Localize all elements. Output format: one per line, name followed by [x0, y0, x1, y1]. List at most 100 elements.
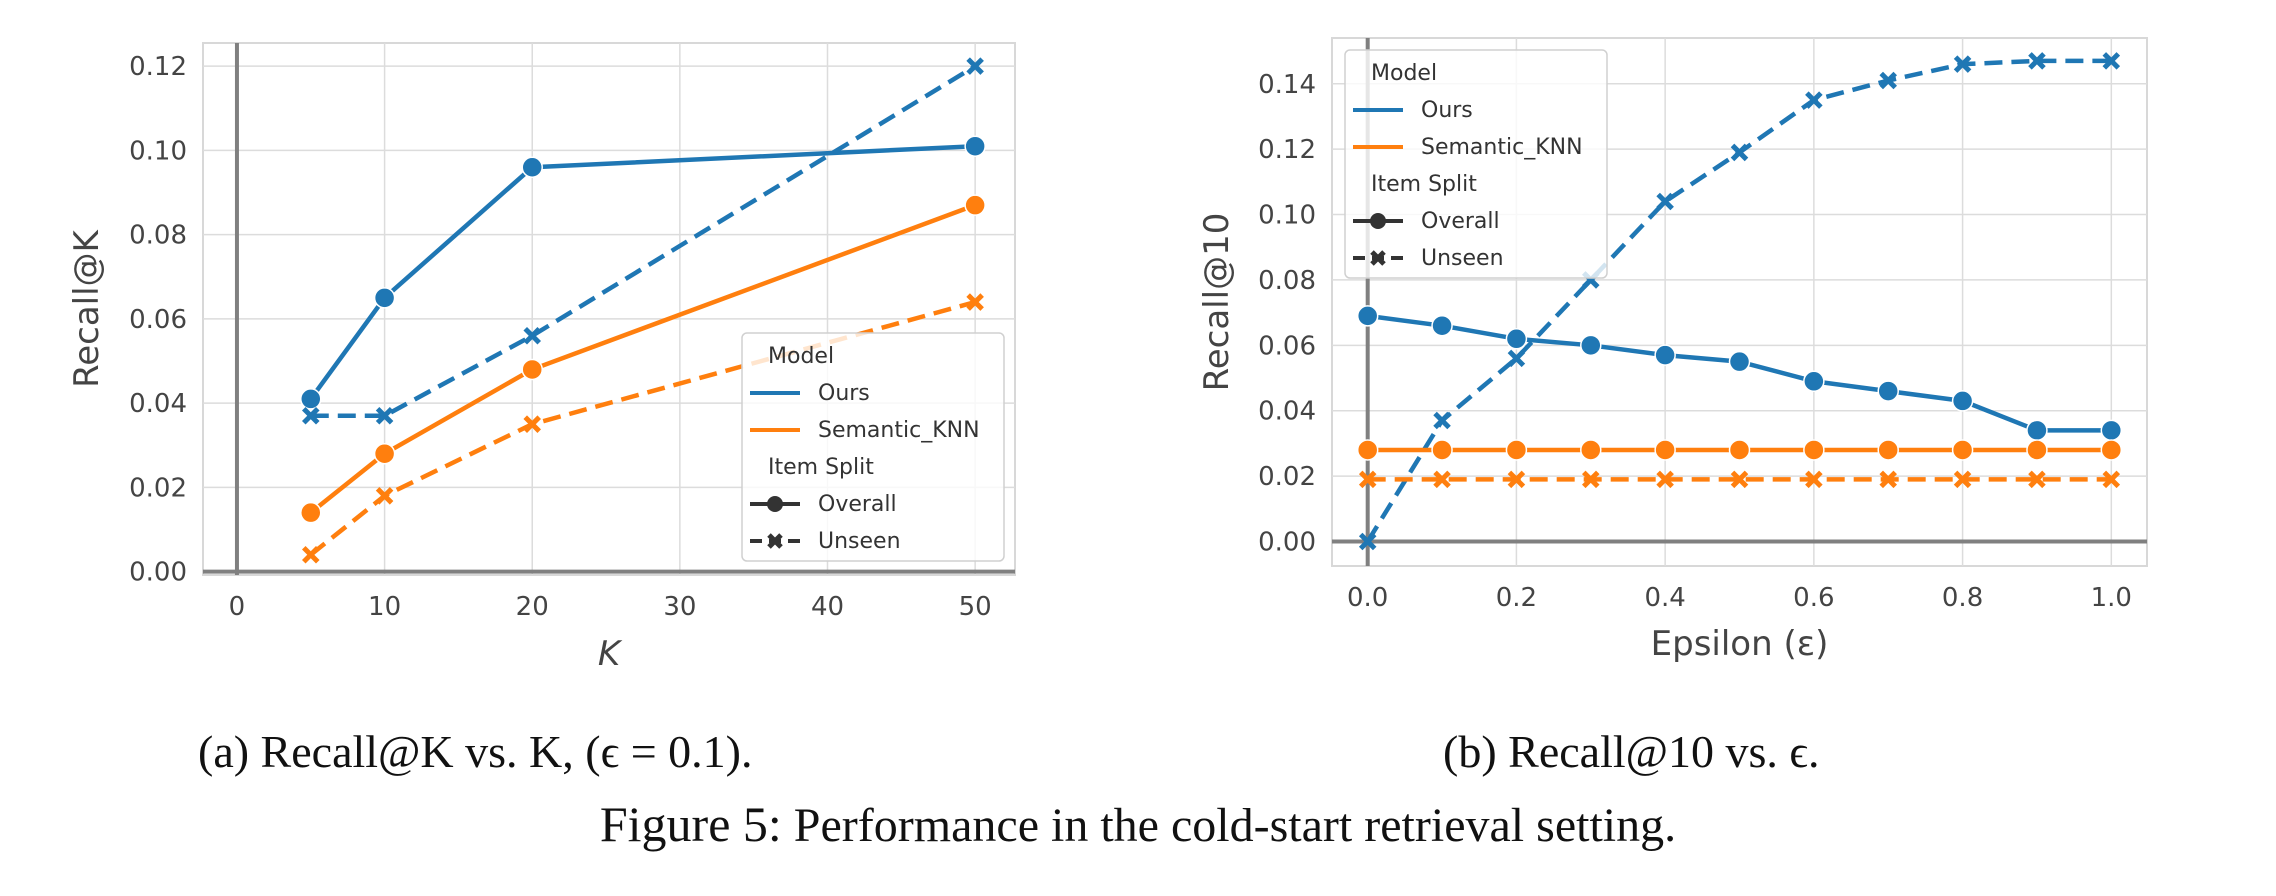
series-ours-unseen: [302, 57, 984, 425]
figure-caption-text: Performance in the cold-start retrieval …: [781, 799, 1677, 852]
data-point-x: [966, 57, 984, 75]
x-marker-stroke: [375, 487, 394, 505]
x-marker-stroke: [1953, 55, 1972, 73]
series-ours-overall: [300, 135, 986, 410]
x-axis-label: K: [598, 634, 623, 674]
plot-a: 0 10 20 30 40 50 0.00 0.02 0.04 0.06 0.08 0.10 0.12 K…: [67, 42, 1016, 674]
data-point-circle: [1505, 439, 1528, 461]
data-point-circle: [1951, 439, 1974, 461]
data-point-x: [2028, 52, 2046, 70]
data-point-x: [1953, 470, 1972, 489]
x-marker-stroke: [302, 407, 320, 425]
legend-label: Ours: [818, 381, 870, 406]
series-ours-unseen: [1358, 52, 2121, 551]
x-marker-stroke: [2028, 470, 2046, 489]
data-point-x: [1879, 71, 1897, 90]
legend-label: Unseen: [1421, 246, 1504, 271]
y-axis-label: Recall@10: [1197, 213, 1237, 392]
x-tick-label: 40: [811, 592, 844, 622]
data-point-x: [375, 487, 394, 505]
x-tick-label: 0.4: [1644, 583, 1685, 613]
data-point-x: [1358, 470, 1377, 489]
x-tick-label: 0: [229, 592, 246, 622]
x-marker-stroke: [1582, 470, 1600, 489]
data-point-x: [1358, 532, 1377, 551]
data-point-circle: [1877, 439, 1899, 461]
plot-b: 0.0 0.2 0.4 0.6 0.8 1.0 0.00 0.02 0.04 0.06 0.08 0.…: [1197, 37, 2148, 664]
series-semantic-knn-overall: [300, 194, 986, 524]
x-tick-label: 0.0: [1347, 583, 1388, 613]
data-point-circle: [1803, 370, 1825, 393]
legend-x-icon: [1370, 250, 1386, 266]
x-marker-stroke: [1507, 349, 1526, 368]
data-point-x: [523, 415, 541, 433]
legend-x-icon: [767, 533, 783, 549]
data-point-circle: [1580, 334, 1602, 357]
legend-title-split: Item Split: [768, 455, 874, 480]
data-point-x: [966, 293, 984, 311]
y-tick-label: 0.08: [129, 221, 187, 251]
legend: Model Ours Semantic_KNN Item Split Overall Un…: [741, 332, 1005, 562]
legend-title-model: Model: [768, 344, 834, 369]
legend-label: Ours: [1421, 98, 1473, 123]
y-tick-label: 0.10: [129, 136, 187, 166]
x-marker-stroke: [966, 293, 984, 311]
data-point-circle: [1877, 380, 1899, 402]
x-marker-stroke: [302, 546, 320, 564]
y-tick-label: 0.06: [1258, 331, 1316, 361]
data-point-circle: [1803, 439, 1825, 461]
legend-box: [741, 332, 1005, 562]
data-point-x: [1805, 470, 1823, 489]
series-semantic-knn-unseen: [1358, 470, 2121, 489]
x-marker-stroke: [2028, 52, 2046, 70]
x-axis-label: Epsilon (ε): [1651, 624, 1829, 664]
data-point-circle: [1505, 328, 1528, 350]
y-tick-label: 0.08: [1258, 266, 1316, 296]
series-semantic-knn-overall: [1356, 439, 2123, 461]
data-point-x: [1582, 470, 1600, 489]
data-point-circle: [964, 194, 986, 216]
data-point-circle: [300, 388, 322, 410]
x-marker-stroke: [1358, 470, 1377, 489]
y-tick-label: 0.12: [1258, 135, 1316, 165]
x-tick-label: 30: [663, 592, 696, 622]
data-point-x: [1433, 411, 1451, 430]
data-point-x: [2102, 470, 2121, 489]
y-tick-label: 0.06: [129, 305, 187, 335]
legend-box: [1344, 49, 1608, 279]
x-marker-stroke: [1656, 192, 1674, 211]
data-point-x: [1507, 470, 1526, 489]
x-tick-label: 1.0: [2091, 583, 2132, 613]
data-point-circle: [300, 501, 322, 524]
x-marker-stroke: [2102, 470, 2121, 489]
series-line: [309, 203, 976, 515]
y-tick-label: 0.04: [1258, 397, 1316, 427]
x-marker-stroke: [1433, 470, 1451, 489]
data-point-circle: [1356, 439, 1379, 461]
data-point-x: [1805, 91, 1823, 109]
x-marker-stroke: [1433, 411, 1451, 430]
series-line: [308, 143, 976, 401]
legend-label: Overall: [1421, 209, 1500, 234]
y-tick-label: 0.00: [1258, 527, 1316, 557]
x-marker-stroke: [2102, 52, 2121, 70]
x-marker-stroke: [1805, 470, 1823, 489]
data-point-circle: [2026, 439, 2048, 461]
y-tick-label: 0.02: [1258, 462, 1316, 492]
data-point-x: [1656, 192, 1674, 211]
x-tick-label: 0.6: [1793, 583, 1834, 613]
data-point-x: [2102, 52, 2121, 70]
subfigure-caption-a: (a) Recall@K vs. K, (ϵ = 0.1).: [198, 726, 753, 777]
data-point-circle: [1728, 439, 1751, 461]
data-point-x: [375, 407, 394, 425]
x-tick-label: 0.2: [1496, 583, 1537, 613]
data-point-circle: [1654, 439, 1676, 461]
x-marker-stroke: [1730, 470, 1749, 489]
data-point-circle: [1580, 439, 1602, 461]
data-point-x: [1433, 470, 1451, 489]
x-marker-stroke: [1805, 91, 1823, 109]
data-point-circle: [2100, 419, 2123, 442]
data-point-x: [1953, 55, 1972, 73]
y-tick-label: 0.12: [129, 52, 187, 82]
